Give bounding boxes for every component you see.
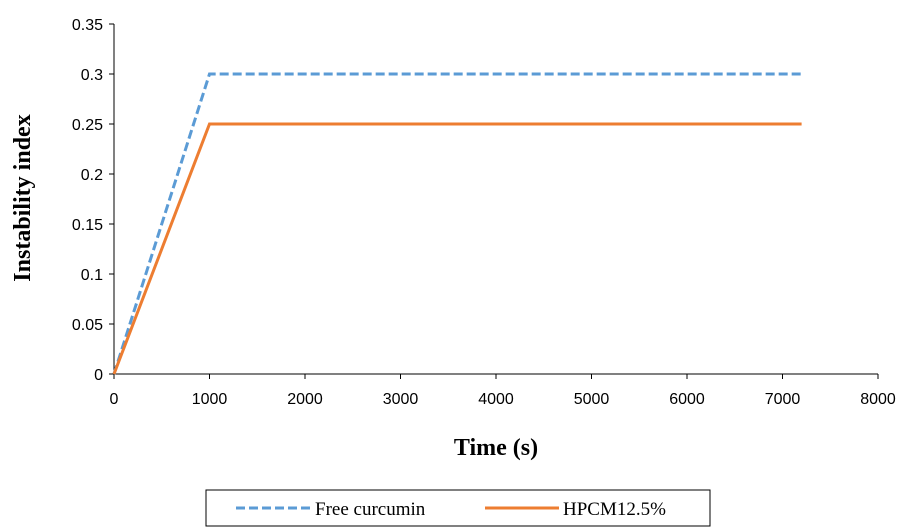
x-tick-label: 2000 — [287, 391, 323, 408]
axes — [113, 24, 878, 375]
x-tick-group: 0 1000 2000 3000 4000 5000 6000 7000 8000 — [110, 374, 896, 408]
x-tick-label: 1000 — [192, 391, 228, 408]
y-tick-group: 0 0.05 0.1 0.15 0.2 0.25 0.3 0.35 — [72, 17, 114, 384]
series-line-free-curcumin — [112, 72, 802, 375]
y-tick-label: 0.1 — [81, 267, 103, 284]
x-tick-label: 7000 — [765, 391, 801, 408]
series-line-hpcm12-5 — [112, 122, 802, 375]
y-tick-label: 0.35 — [72, 17, 103, 34]
x-tick-label: 6000 — [669, 391, 705, 408]
x-tick-label: 5000 — [574, 391, 610, 408]
x-axis-title: Time (s) — [454, 435, 538, 461]
x-tick-label: 3000 — [383, 391, 419, 408]
legend: Free curcumin HPCM12.5% — [205, 489, 711, 527]
y-tick-label: 0.15 — [72, 217, 103, 234]
y-tick-label: 0.2 — [81, 167, 103, 184]
legend-label-free-curcumin: Free curcumin — [315, 499, 426, 520]
y-tick-label: 0 — [94, 367, 103, 384]
y-tick-label: 0.05 — [72, 317, 103, 334]
series-layer — [112, 72, 802, 375]
y-axis-title: Instability index — [10, 114, 36, 281]
x-tick-label: 0 — [110, 391, 119, 408]
y-tick-label: 0.3 — [81, 67, 103, 84]
y-tick-label: 0.25 — [72, 117, 103, 134]
x-tick-label: 4000 — [478, 391, 514, 408]
x-tick-label: 8000 — [860, 391, 896, 408]
legend-label-hpcm12-5: HPCM12.5% — [563, 499, 666, 520]
